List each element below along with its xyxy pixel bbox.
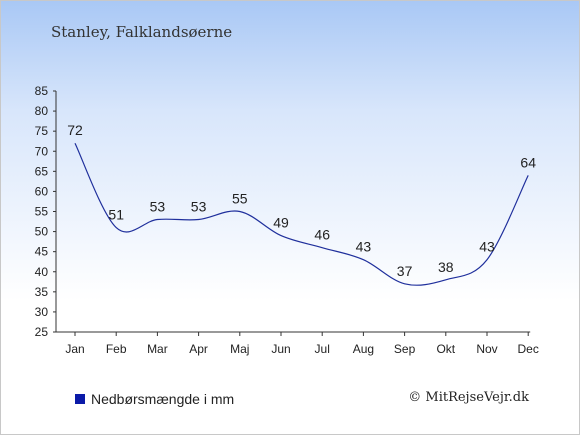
data-label: 46 [314, 227, 330, 243]
series-line [74, 142, 529, 286]
data-label: 38 [438, 259, 454, 275]
legend: Nedbørsmængde i mm [75, 391, 234, 407]
y-tick-label: 40 [35, 265, 49, 279]
x-tick-label: Jun [271, 342, 290, 356]
data-label: 53 [150, 199, 166, 215]
x-tick-label: Aug [353, 342, 374, 356]
y-tick-label: 50 [35, 225, 49, 239]
y-tick-label: 35 [35, 285, 49, 299]
data-label: 55 [232, 191, 248, 207]
credit: © MitRejseVejr.dk [408, 390, 529, 405]
x-tick-label: Sep [394, 342, 416, 356]
legend-label: Nedbørsmængde i mm [91, 391, 235, 407]
legend-swatch [75, 394, 85, 404]
x-tick-label: Mar [147, 342, 168, 356]
x-tick-label: Feb [106, 342, 127, 356]
y-tick-label: 30 [35, 305, 49, 319]
x-tick-label: Jan [65, 342, 84, 356]
y-tick-label: 25 [35, 325, 49, 339]
data-label: 51 [108, 207, 124, 223]
data-label: 43 [356, 239, 372, 255]
data-label: 53 [191, 199, 207, 215]
y-tick-label: 80 [35, 104, 49, 118]
y-tick-label: 65 [35, 164, 49, 178]
data-label: 49 [273, 215, 289, 231]
x-tick-label: Dec [518, 342, 539, 356]
data-label: 37 [397, 263, 413, 279]
x-tick-label: Apr [189, 342, 208, 356]
y-tick-label: 70 [35, 144, 49, 158]
y-tick-label: 45 [35, 245, 49, 259]
x-tick-label: Okt [436, 342, 455, 356]
data-label: 72 [67, 122, 83, 138]
y-tick-label: 60 [35, 184, 49, 198]
y-tick-label: 75 [35, 124, 49, 138]
y-tick-label: 85 [35, 84, 49, 98]
chart-title: Stanley, Falklandsøerne [51, 23, 233, 41]
x-tick-label: Nov [476, 342, 497, 356]
x-tick-label: Jul [315, 342, 330, 356]
data-label: 64 [520, 154, 536, 170]
data-label: 43 [479, 239, 495, 255]
x-tick-label: Maj [230, 342, 249, 356]
y-tick-label: 55 [35, 205, 49, 219]
